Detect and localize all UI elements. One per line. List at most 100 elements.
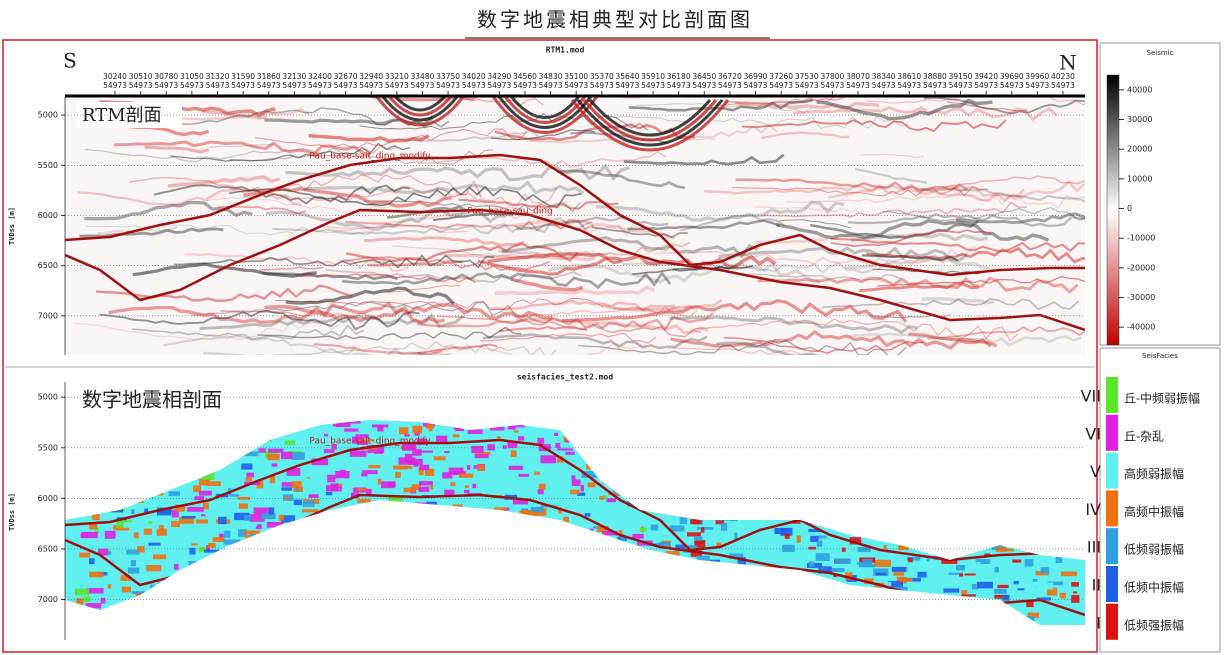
facies-patch <box>767 628 770 634</box>
facies-patch <box>409 591 425 596</box>
facies-patch <box>948 531 959 536</box>
facies-patch <box>400 538 406 547</box>
facies-patch <box>665 551 680 557</box>
facies-patch <box>650 458 657 465</box>
facies-patch <box>1071 428 1082 432</box>
facies-patch <box>847 609 857 616</box>
facies-patch <box>373 535 390 541</box>
facies-patch <box>566 599 573 608</box>
facies-patch <box>315 546 324 554</box>
facies-patch <box>369 545 386 548</box>
seismic-event <box>882 206 1085 222</box>
facies-patch <box>565 451 575 455</box>
facies-patch <box>204 549 219 553</box>
facies-patch <box>971 456 986 464</box>
facies-patch <box>1042 478 1049 487</box>
facies-patch <box>1070 546 1085 553</box>
facies-patch <box>528 517 532 525</box>
x-tick-label: 54973 <box>974 81 998 90</box>
facies-patch <box>571 522 577 528</box>
seismic-event <box>285 163 630 182</box>
facies-patch <box>484 420 492 424</box>
facies-patch <box>1036 461 1040 470</box>
facies-patch <box>154 626 166 630</box>
facies-patch <box>619 441 628 446</box>
seismic-event <box>163 335 356 355</box>
facies-patch <box>933 611 938 617</box>
facies-patch <box>428 423 433 432</box>
facies-patch <box>427 589 441 593</box>
seismic-event <box>595 200 845 222</box>
facies-patch <box>77 471 85 478</box>
facies-patch <box>852 461 868 468</box>
facies-patch <box>395 472 401 478</box>
seismic-event <box>433 212 514 222</box>
facies-patch <box>752 431 756 440</box>
facies-patch <box>667 564 674 569</box>
facies-patch <box>905 466 921 472</box>
facies-patch <box>645 584 651 592</box>
x-tick-label: 54973 <box>282 81 306 90</box>
facies-patch <box>1023 423 1031 432</box>
facies-patch <box>281 515 296 523</box>
facies-patch <box>639 501 655 508</box>
facies-patch <box>557 456 564 463</box>
facies-patch <box>1015 453 1031 460</box>
facies-patch <box>199 478 210 486</box>
facies-patch <box>476 546 490 551</box>
facies-patch <box>683 628 687 631</box>
facies-patch <box>801 604 812 613</box>
facies-patch <box>810 535 819 542</box>
facies-patch <box>309 575 316 581</box>
facies-patch <box>785 475 793 479</box>
facies-patch <box>585 618 590 625</box>
facies-patch <box>150 434 162 441</box>
facies-patch <box>301 509 319 513</box>
facies-patch <box>153 420 167 423</box>
facies-patch <box>757 590 769 597</box>
facies-patch <box>809 561 815 567</box>
facies-patch <box>805 454 819 461</box>
facies-patch <box>419 629 431 636</box>
facies-patch <box>313 464 327 469</box>
facies-patch <box>143 528 152 535</box>
x-tick-label: 39690 <box>1000 72 1024 81</box>
facies-patch <box>606 437 621 443</box>
facies-patch <box>700 439 717 445</box>
facies-patch <box>808 528 822 533</box>
facies-patch <box>463 593 476 599</box>
facies-patch <box>444 554 453 558</box>
y-tick-label: 7000 <box>38 311 58 320</box>
facies-patch <box>822 428 832 434</box>
facies-patch <box>401 540 408 545</box>
facies-patch <box>1029 442 1039 448</box>
facies-patch <box>369 579 375 585</box>
facies-patch <box>320 627 335 632</box>
facies-patch <box>952 473 965 481</box>
facies-patch <box>875 572 887 576</box>
facies-patch <box>808 593 820 597</box>
facies-patch <box>81 622 96 625</box>
seismic-event <box>499 325 588 333</box>
facies-patch <box>114 627 125 632</box>
facies-patch <box>772 461 778 469</box>
facies-patch <box>849 537 862 545</box>
facies-patch <box>246 423 255 428</box>
panel-title: RTM1.mod <box>546 46 585 55</box>
facies-patch <box>111 472 122 477</box>
facies-patch <box>242 611 252 620</box>
facies-patch <box>831 453 839 461</box>
horizon <box>65 438 1085 562</box>
facies-patch <box>604 420 615 426</box>
x-tick-label: 54973 <box>872 81 896 90</box>
facies-patch <box>435 551 439 557</box>
facies-patch <box>389 618 397 625</box>
facies-patch <box>784 533 790 539</box>
facies-patch <box>1024 481 1038 486</box>
facies-patch <box>205 612 222 619</box>
facies-patch <box>597 526 609 533</box>
facies-patch <box>328 536 339 539</box>
facies-patch <box>862 559 873 566</box>
facies-patch <box>433 456 446 461</box>
facies-patch <box>402 612 418 618</box>
